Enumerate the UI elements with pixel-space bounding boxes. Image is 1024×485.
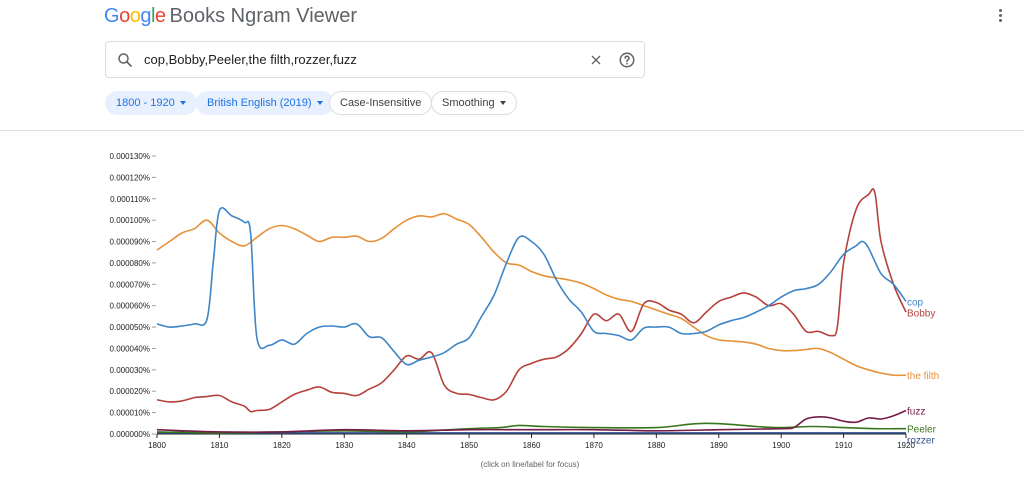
x-tick-label: 1910 [835, 441, 853, 450]
logo-letter: o [129, 5, 141, 27]
series-line-the-filth[interactable] [156, 212, 907, 377]
series-label-bobby[interactable]: Bobby [907, 308, 935, 319]
series-label-rozzer[interactable]: rozzer [907, 436, 935, 447]
x-tick-label: 1800 [148, 441, 166, 450]
x-tick-label: 1830 [335, 441, 353, 450]
corpus-dropdown[interactable]: British English (2019) [196, 91, 334, 115]
more-vert-icon[interactable] [996, 9, 1004, 27]
x-tick-label: 1820 [273, 441, 291, 450]
y-tick-label: 0.000000% [110, 430, 150, 439]
x-tick-label: 1890 [710, 441, 728, 450]
x-tick-label: 1850 [460, 441, 478, 450]
corpus-label: British English (2019) [207, 97, 312, 109]
y-tick-label: 0.000030% [110, 366, 150, 375]
google-wordmark: Google [104, 5, 166, 27]
x-tick-label: 1810 [211, 441, 229, 450]
search-icon[interactable] [116, 51, 134, 74]
x-tick-label: 1870 [585, 441, 603, 450]
y-axis: 0.000000% 0.000010% 0.000020% 0.000030% 0.00… [110, 152, 156, 439]
case-insensitive-toggle[interactable]: Case-Insensitive [329, 91, 433, 115]
help-icon[interactable] [618, 51, 636, 74]
y-tick-label: 0.000050% [110, 323, 150, 332]
y-tick-label: 0.000010% [110, 409, 150, 418]
y-tick-label: 0.000130% [110, 152, 150, 161]
caret-down-icon [499, 101, 506, 106]
x-tick-label: 1840 [398, 441, 416, 450]
y-tick-label: 0.000110% [110, 195, 150, 204]
logo-letter: e [154, 5, 166, 27]
y-tick-label: 0.000090% [110, 238, 150, 247]
x-tick-label: 1860 [523, 441, 541, 450]
focus-hint: (click on line/label for focus) [481, 460, 580, 469]
close-icon[interactable] [588, 52, 604, 73]
ngram-chart: 0.000000% 0.000010% 0.000020% 0.000030% 0.00… [110, 152, 940, 469]
y-tick-label: 0.000070% [110, 280, 150, 289]
series-label-fuzz[interactable]: fuzz [907, 406, 925, 417]
series-label-cop[interactable]: cop [907, 297, 924, 308]
y-tick-label: 0.000120% [110, 173, 150, 182]
y-tick-label: 0.000040% [110, 344, 150, 353]
app-title: Books Ngram Viewer [169, 5, 357, 27]
x-axis: 1800 1810 1820 1830 1840 1850 1860 1870 1880 1890… [148, 433, 915, 450]
google-logo[interactable]: Google Books Ngram Viewer [104, 6, 357, 26]
series-lines[interactable] [156, 188, 907, 434]
series-line-cop[interactable] [156, 206, 907, 366]
year-range-label: 1800 - 1920 [116, 97, 175, 109]
search-input[interactable]: cop,Bobby,Peeler,the filth,rozzer,fuzz [144, 52, 357, 67]
y-tick-label: 0.000080% [110, 259, 150, 268]
year-range-dropdown[interactable]: 1800 - 1920 [105, 91, 197, 115]
x-tick-label: 1920 [897, 441, 915, 450]
smoothing-dropdown[interactable]: Smoothing [431, 91, 517, 115]
series-line-peeler[interactable] [156, 422, 907, 434]
logo-letter: l [150, 5, 155, 27]
x-tick-label: 1880 [647, 441, 665, 450]
logo-letter: G [104, 5, 120, 27]
x-tick-label: 1900 [772, 441, 790, 450]
search-box[interactable]: cop,Bobby,Peeler,the filth,rozzer,fuzz [105, 41, 645, 78]
series-line-fuzz[interactable] [156, 409, 907, 433]
logo-letter: g [140, 5, 151, 27]
header-divider [0, 130, 1024, 131]
logo-letter: o [119, 5, 130, 27]
case-label: Case-Insensitive [340, 97, 422, 109]
caret-down-icon [316, 101, 323, 106]
y-tick-label: 0.000100% [110, 216, 150, 225]
y-tick-label: 0.000020% [110, 387, 150, 396]
series-line-bobby[interactable] [156, 188, 907, 413]
smoothing-label: Smoothing [442, 97, 495, 109]
series-label-peeler[interactable]: Peeler [907, 425, 937, 436]
caret-down-icon [179, 101, 186, 106]
y-tick-label: 0.000060% [110, 302, 150, 311]
series-label-the-filth[interactable]: the filth [907, 371, 939, 382]
